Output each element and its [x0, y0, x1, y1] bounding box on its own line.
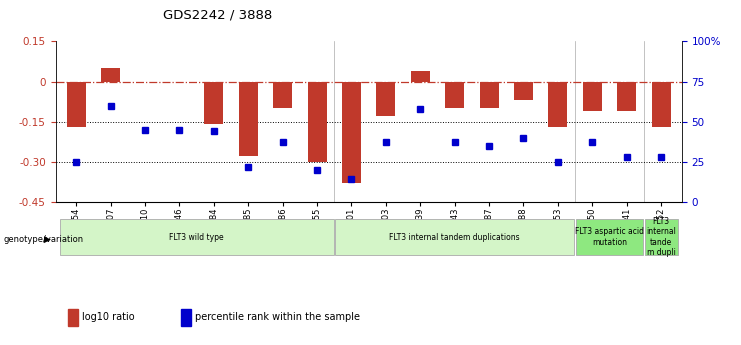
Bar — [411, 71, 430, 81]
Bar — [273, 81, 292, 108]
Bar — [181, 309, 191, 326]
Text: ▶: ▶ — [44, 235, 50, 244]
Bar — [445, 81, 464, 108]
Text: GDS2242 / 3888: GDS2242 / 3888 — [163, 9, 272, 22]
Bar — [651, 81, 671, 127]
Text: log10 ratio: log10 ratio — [82, 313, 135, 322]
Text: FLT3 internal tandem duplications: FLT3 internal tandem duplications — [389, 233, 520, 242]
Bar — [376, 81, 395, 116]
Bar — [548, 81, 568, 127]
Bar — [514, 81, 533, 100]
FancyBboxPatch shape — [645, 219, 677, 255]
FancyBboxPatch shape — [576, 219, 643, 255]
Bar — [308, 81, 327, 162]
Text: percentile rank within the sample: percentile rank within the sample — [195, 313, 359, 322]
Bar — [102, 68, 120, 81]
Bar — [67, 81, 86, 127]
Bar — [479, 81, 499, 108]
Bar — [583, 81, 602, 111]
Bar — [239, 81, 258, 156]
Text: FLT3 aspartic acid
mutation: FLT3 aspartic acid mutation — [575, 227, 644, 247]
Text: FLT3
internal
tande
m dupli: FLT3 internal tande m dupli — [646, 217, 676, 257]
Text: genotype/variation: genotype/variation — [4, 235, 84, 244]
FancyBboxPatch shape — [335, 219, 574, 255]
Bar — [342, 81, 361, 183]
Bar — [205, 81, 223, 124]
Bar — [68, 309, 78, 326]
FancyBboxPatch shape — [60, 219, 333, 255]
Bar — [617, 81, 636, 111]
Text: FLT3 wild type: FLT3 wild type — [169, 233, 224, 242]
